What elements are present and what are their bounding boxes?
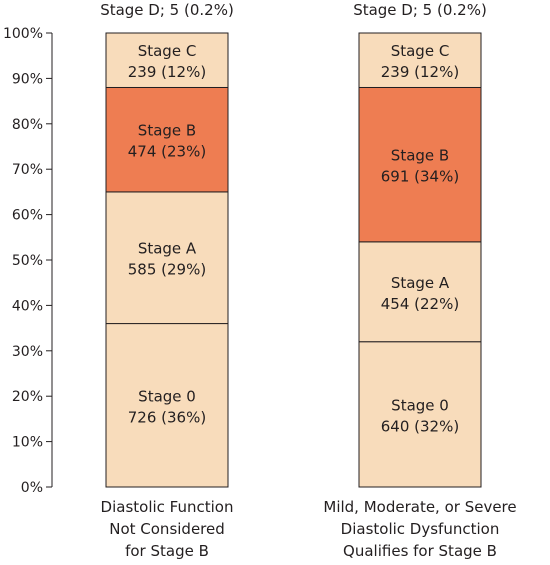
segment-name-label: Stage 0 — [391, 396, 449, 414]
stage-d-label: Stage D; 5 (0.2%) — [100, 1, 234, 19]
segment-value-label: 640 (32%) — [381, 417, 459, 435]
y-tick-label: 50% — [12, 253, 43, 269]
bar-segment-stage-0 — [105, 323, 229, 488]
y-tick-label: 60% — [12, 208, 43, 224]
y-tick-label: 30% — [12, 344, 43, 360]
y-tick-label: 40% — [12, 298, 43, 314]
y-tick-label: 80% — [12, 117, 43, 133]
segment-name-label: Stage A — [138, 240, 197, 258]
category-label-line: Not Considered — [109, 520, 225, 538]
category-label-line: Qualifies for Stage B — [343, 542, 497, 560]
y-tick-label: 70% — [12, 162, 43, 178]
y-tick-label: 100% — [3, 26, 43, 42]
segment-name-label: Stage 0 — [138, 387, 196, 405]
segment-name-label: Stage C — [391, 42, 450, 60]
segment-value-label: 454 (22%) — [381, 295, 459, 313]
y-tick-label: 0% — [21, 480, 43, 496]
bar-segment-stage-c — [105, 32, 229, 88]
y-tick-label: 20% — [12, 389, 43, 405]
bar-segment-stage-b — [358, 86, 482, 243]
stage-d-label: Stage D; 5 (0.2%) — [353, 1, 487, 19]
bar-segment-stage-0 — [358, 341, 482, 488]
bar-segment-stage-c — [358, 32, 482, 88]
segment-name-label: Stage B — [391, 147, 449, 165]
segment-name-label: Stage B — [138, 122, 196, 140]
segment-value-label: 239 (12%) — [381, 63, 459, 81]
segment-name-label: Stage C — [138, 42, 197, 60]
bar-segment-stage-a — [358, 241, 482, 343]
segment-value-label: 239 (12%) — [128, 63, 206, 81]
segment-value-label: 726 (36%) — [128, 408, 206, 426]
segment-name-label: Stage A — [391, 274, 450, 292]
segment-value-label: 585 (29%) — [128, 261, 206, 279]
category-label-line: Mild, Moderate, or Severe — [323, 498, 516, 516]
category-label-line: for Stage B — [125, 542, 209, 560]
segment-value-label: 691 (34%) — [381, 168, 459, 186]
bar-segment-stage-a — [105, 191, 229, 325]
y-tick-label: 10% — [12, 435, 43, 451]
segment-value-label: 474 (23%) — [128, 143, 206, 161]
category-label-line: Diastolic Dysfunction — [341, 520, 500, 538]
y-tick-label: 90% — [12, 71, 43, 87]
category-label-line: Diastolic Function — [101, 498, 234, 516]
